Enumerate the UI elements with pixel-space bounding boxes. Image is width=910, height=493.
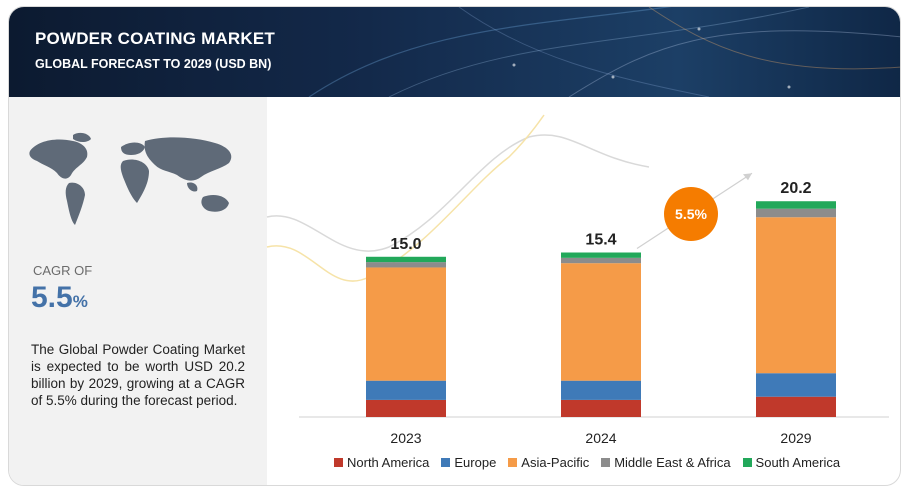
bar-segment-2029-middle-east-africa: [756, 208, 836, 218]
bar-segment-2023-north-america: [366, 399, 446, 417]
x-tick-label-2029: 2029: [780, 430, 811, 446]
x-tick-label-2023: 2023: [390, 430, 421, 446]
summary-panel: CAGR OF 5.5% The Global Powder Coating M…: [9, 97, 267, 485]
bar-segment-2029-south-america: [756, 201, 836, 209]
legend-label: Europe: [454, 455, 497, 470]
bar-segment-2024-asia-pacific: [561, 263, 641, 381]
bar-segment-2029-europe: [756, 373, 836, 397]
bar-segment-2024-south-america: [561, 252, 641, 258]
total-label-2023: 15.0: [390, 236, 421, 253]
bar-segment-2029-asia-pacific: [756, 217, 836, 374]
legend-swatch: [334, 458, 343, 467]
infographic-card: POWDER COATING MARKET GLOBAL FORECAST TO…: [8, 6, 901, 486]
cagr-value: 5.5%: [31, 281, 88, 315]
header-banner: POWDER COATING MARKET GLOBAL FORECAST TO…: [9, 7, 900, 97]
cagr-number: 5.5: [31, 281, 73, 314]
legend-label: Middle East & Africa: [614, 455, 731, 470]
page-title: POWDER COATING MARKET: [35, 29, 275, 48]
legend-swatch: [441, 458, 451, 467]
growth-arrowhead-icon: [743, 173, 752, 181]
legend-item-europe: Europe: [441, 455, 496, 470]
legend-item-south-america: South America: [742, 455, 841, 470]
legend-swatch: [742, 458, 752, 467]
bar-segment-2029-north-america: [756, 396, 836, 417]
header-decoration: [308, 7, 900, 97]
summary-description: The Global Powder Coating Market is expe…: [31, 342, 245, 408]
bar-segment-2024-north-america: [561, 399, 641, 417]
legend-swatch: [601, 458, 611, 467]
cagr-unit: %: [72, 292, 88, 311]
cagr-badge: [664, 187, 718, 241]
legend-item-middle-east-africa: Middle East & Africa: [601, 455, 731, 470]
page-subtitle: GLOBAL FORECAST TO 2029 (USD BN): [35, 57, 272, 71]
bar-segment-2024-europe: [561, 380, 641, 400]
background-swoosh-gray: [266, 134, 650, 252]
bar-segment-2023-europe: [366, 380, 446, 400]
legend-item-north-america: North America: [334, 455, 429, 470]
legend-label: South America: [755, 455, 841, 470]
stacked-bar-chart: 15.0 2023 15.4 2024 20.2 2029 5.5%: [266, 114, 889, 446]
world-map-icon: [29, 132, 232, 225]
bar-segment-2023-asia-pacific: [366, 267, 446, 381]
legend-swatch: [508, 458, 518, 467]
total-label-2029: 20.2: [780, 180, 811, 197]
cagr-badge-label: 5.5%: [675, 206, 707, 222]
legend-item-asia-pacific: Asia-Pacific: [508, 455, 589, 470]
cagr-label: CAGR OF: [33, 263, 93, 278]
bar-segment-2024-middle-east-africa: [561, 257, 641, 264]
chart-legend: North America Europe Asia-Pacific Middle Ea…: [334, 455, 840, 470]
bar-segment-2023-middle-east-africa: [366, 262, 446, 268]
background-swoosh-yellow: [266, 114, 545, 282]
x-tick-label-2024: 2024: [585, 430, 616, 446]
total-label-2024: 15.4: [585, 232, 616, 249]
legend-label: North America: [347, 455, 430, 470]
bar-segment-2023-south-america: [366, 256, 446, 263]
legend-label: Asia-Pacific: [521, 455, 590, 470]
